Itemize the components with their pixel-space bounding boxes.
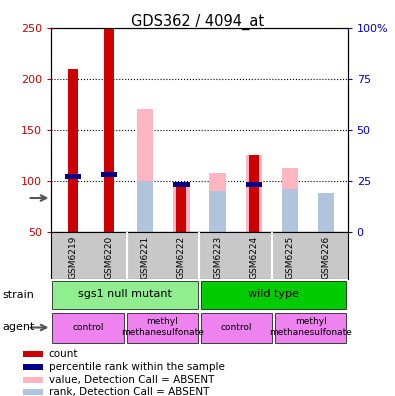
Text: GSM6219: GSM6219 <box>68 236 77 279</box>
Bar <box>282 168 298 232</box>
Bar <box>23 351 43 358</box>
Text: value, Detection Call = ABSENT: value, Detection Call = ABSENT <box>49 375 214 385</box>
Bar <box>53 281 198 309</box>
Text: agent: agent <box>2 322 34 333</box>
Bar <box>23 389 43 396</box>
Text: GSM6226: GSM6226 <box>322 236 331 279</box>
Text: GSM6222: GSM6222 <box>177 236 186 279</box>
Bar <box>209 173 226 232</box>
Bar <box>176 184 186 232</box>
Bar <box>101 172 117 177</box>
Text: GSM6223: GSM6223 <box>213 236 222 279</box>
Text: percentile rank within the sample: percentile rank within the sample <box>49 362 224 372</box>
Text: wild type: wild type <box>248 289 299 299</box>
Bar <box>246 155 262 232</box>
Bar <box>137 181 153 232</box>
Text: rank, Detection Call = ABSENT: rank, Detection Call = ABSENT <box>49 387 209 396</box>
Text: GSM6224: GSM6224 <box>249 236 258 279</box>
Bar <box>282 189 298 232</box>
Text: GSM6225: GSM6225 <box>285 236 294 279</box>
Text: count: count <box>49 349 78 360</box>
Bar <box>275 312 346 343</box>
Bar <box>318 219 334 232</box>
Bar <box>173 184 190 232</box>
Text: control: control <box>221 322 252 331</box>
Bar <box>126 312 198 343</box>
Bar <box>137 109 153 232</box>
Bar <box>104 28 114 232</box>
Bar <box>173 183 190 187</box>
Text: GSM6220: GSM6220 <box>105 236 114 279</box>
Bar <box>65 174 81 179</box>
Text: control: control <box>73 322 104 331</box>
Bar <box>53 312 124 343</box>
Text: sgs1 null mutant: sgs1 null mutant <box>79 289 172 299</box>
Bar <box>246 183 262 187</box>
Text: GSM6221: GSM6221 <box>141 236 150 279</box>
Text: methyl
methanesulfonate: methyl methanesulfonate <box>269 317 352 337</box>
Bar <box>68 69 78 232</box>
Bar <box>23 377 43 383</box>
Text: methyl
methanesulfonate: methyl methanesulfonate <box>121 317 204 337</box>
Bar <box>23 364 43 370</box>
Text: GDS362 / 4094_at: GDS362 / 4094_at <box>131 14 264 30</box>
Bar <box>201 281 346 309</box>
Bar <box>209 191 226 232</box>
Bar <box>201 312 273 343</box>
Text: strain: strain <box>2 290 34 300</box>
Bar <box>248 155 259 232</box>
Bar <box>318 193 334 232</box>
